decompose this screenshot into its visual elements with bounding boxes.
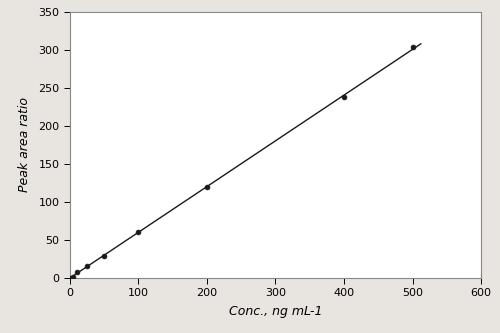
Y-axis label: Peak area ratio: Peak area ratio <box>18 98 32 192</box>
X-axis label: Conc., ng mL-1: Conc., ng mL-1 <box>228 305 322 318</box>
